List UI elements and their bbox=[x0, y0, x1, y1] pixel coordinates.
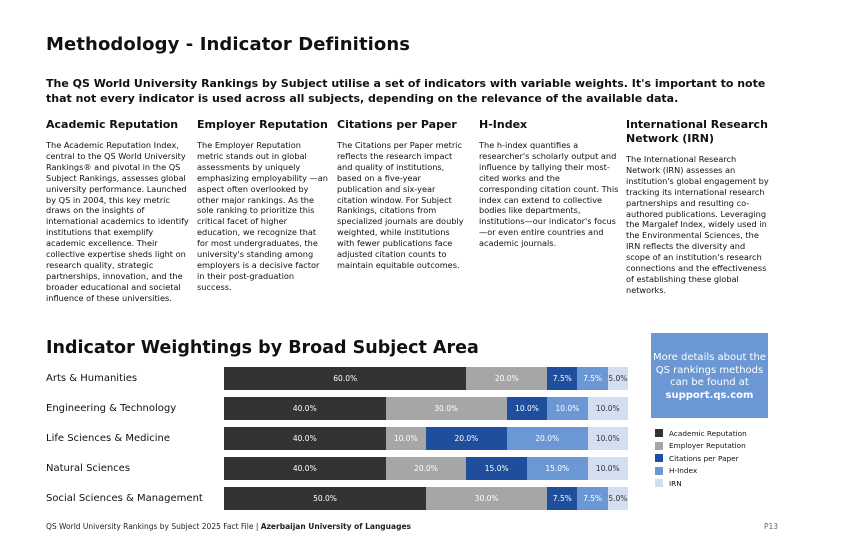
indicator-irn: International Research Network (IRN) The… bbox=[626, 118, 771, 296]
stacked-bar: 60.0% 20.0% 7.5% 7.5% 5.0% bbox=[224, 367, 628, 390]
row-label: Arts & Humanities bbox=[46, 373, 138, 384]
support-link[interactable]: support.qs.com bbox=[665, 389, 754, 401]
legend-swatch bbox=[655, 441, 663, 450]
row-label: Engineering & Technology bbox=[46, 403, 177, 414]
bar-segment: 15.0% bbox=[526, 457, 588, 480]
legend-item: Citations per Paper bbox=[655, 452, 747, 465]
legend-swatch bbox=[655, 479, 663, 488]
legend-item: Academic Reputation bbox=[655, 427, 747, 440]
indicator-h-index: H-Index The h-index quantifies a researc… bbox=[479, 118, 620, 249]
bar-segment: 20.0% bbox=[385, 457, 467, 480]
indicator-heading: International Research Network (IRN) bbox=[626, 118, 768, 145]
bar-segment: 50.0% bbox=[224, 487, 426, 510]
bar-segment: 30.0% bbox=[426, 487, 548, 510]
bar-segment: 7.5% bbox=[547, 367, 578, 390]
legend-label: Employer Reputation bbox=[669, 441, 746, 451]
legend-item: Employer Reputation bbox=[655, 440, 747, 453]
bar-segment: 10.0% bbox=[385, 427, 426, 450]
legend-label: IRN bbox=[669, 478, 682, 488]
row-label: Social Sciences & Management bbox=[46, 493, 203, 504]
chart-legend: Academic Reputation Employer Reputation Ci… bbox=[655, 427, 747, 490]
bar-segment: 20.0% bbox=[425, 427, 507, 450]
bar-segment: 7.5% bbox=[577, 367, 608, 390]
page-number: P13 bbox=[764, 522, 779, 531]
footer-institution: Azerbaijan University of Languages bbox=[260, 522, 411, 531]
weightings-title: Indicator Weightings by Broad Subject Ar… bbox=[46, 338, 479, 358]
bar-segment: 5.0% bbox=[607, 367, 628, 390]
bar-segment: 7.5% bbox=[577, 487, 608, 510]
footer-text: QS World University Rankings by Subject … bbox=[46, 522, 261, 531]
row-label: Life Sciences & Medicine bbox=[46, 433, 171, 444]
bar-segment: 20.0% bbox=[506, 427, 588, 450]
indicator-body: The International Research Network (IRN)… bbox=[626, 154, 769, 295]
legend-label: H-Index bbox=[669, 466, 698, 476]
bar-segment: 30.0% bbox=[385, 397, 507, 420]
legend-label: Citations per Paper bbox=[669, 453, 739, 463]
indicator-heading: Citations per Paper bbox=[337, 118, 457, 131]
legend-item: IRN bbox=[655, 477, 747, 490]
indicator-body: The Employer Reputation metric stands ou… bbox=[197, 140, 328, 292]
indicator-citations-per-paper: Citations per Paper The Citations per Pa… bbox=[337, 118, 467, 271]
legend-swatch bbox=[655, 466, 663, 475]
bar-segment: 10.0% bbox=[547, 397, 588, 420]
row-label: Natural Sciences bbox=[46, 463, 131, 474]
indicator-body: The Academic Reputation Index, central t… bbox=[46, 140, 189, 303]
stacked-bar: 40.0% 20.0% 15.0% 15.0% 10.0% bbox=[224, 457, 628, 480]
bar-segment: 10.0% bbox=[587, 457, 628, 480]
bar-segment: 40.0% bbox=[224, 397, 386, 420]
legend-swatch bbox=[655, 429, 663, 438]
bar-segment: 15.0% bbox=[466, 457, 527, 480]
footer: QS World University Rankings by Subject … bbox=[46, 522, 411, 531]
indicator-heading: Employer Reputation bbox=[197, 118, 328, 131]
bar-segment: 40.0% bbox=[224, 457, 386, 480]
indicator-definitions: Academic Reputation The Academic Reputat… bbox=[46, 118, 786, 318]
bar-segment: 5.0% bbox=[607, 487, 628, 510]
bar-segment: 60.0% bbox=[224, 367, 467, 390]
info-box: More details about the QS rankings metho… bbox=[651, 333, 768, 418]
indicator-body: The Citations per Paper metric reflects … bbox=[337, 140, 464, 270]
page-title: Methodology - Indicator Definitions bbox=[46, 34, 411, 55]
bar-segment: 40.0% bbox=[224, 427, 386, 450]
indicator-body: The h-index quantifies a researcher's sc… bbox=[479, 140, 619, 249]
legend-item: H-Index bbox=[655, 465, 747, 478]
legend-swatch bbox=[655, 454, 663, 463]
info-box-text: More details about the QS rankings metho… bbox=[653, 352, 766, 388]
intro-text: The QS World University Rankings by Subj… bbox=[46, 77, 766, 105]
stacked-bar: 40.0% 30.0% 10.0% 10.0% 10.0% bbox=[224, 397, 628, 420]
bar-segment: 10.0% bbox=[506, 397, 548, 420]
stacked-bar: 50.0% 30.0% 7.5% 7.5% 5.0% bbox=[224, 487, 628, 510]
bar-segment: 7.5% bbox=[547, 487, 578, 510]
indicator-heading: Academic Reputation bbox=[46, 118, 179, 131]
indicator-heading: H-Index bbox=[479, 118, 528, 131]
bar-segment: 10.0% bbox=[587, 427, 628, 450]
legend-label: Academic Reputation bbox=[669, 428, 747, 438]
bar-segment: 20.0% bbox=[466, 367, 548, 390]
indicator-employer-reputation: Employer Reputation The Employer Reputat… bbox=[197, 118, 329, 293]
bar-segment: 10.0% bbox=[587, 397, 628, 420]
stacked-bar: 40.0% 10.0% 20.0% 20.0% 10.0% bbox=[224, 427, 628, 450]
indicator-academic-reputation: Academic Reputation The Academic Reputat… bbox=[46, 118, 191, 304]
